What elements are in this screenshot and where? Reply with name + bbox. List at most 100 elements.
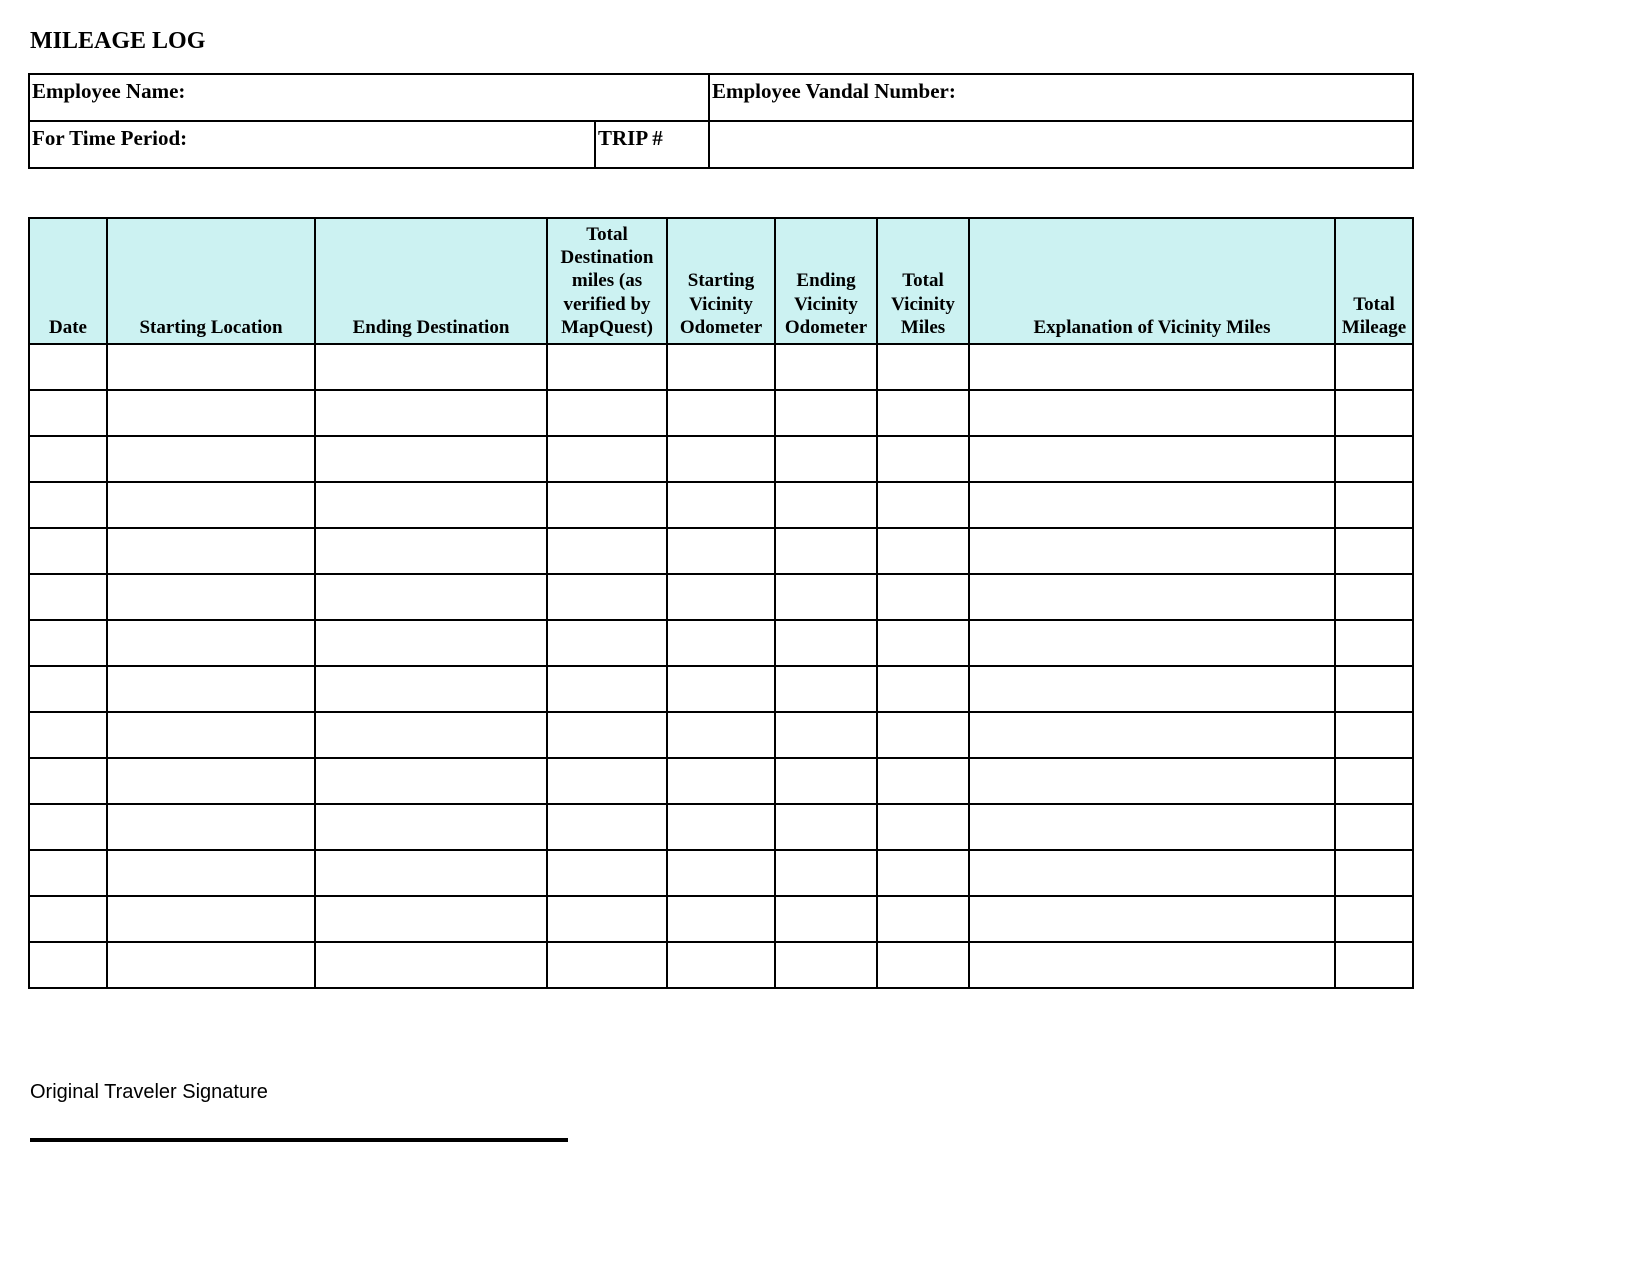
table-cell[interactable] bbox=[107, 574, 315, 620]
table-cell[interactable] bbox=[877, 390, 969, 436]
table-cell[interactable] bbox=[1335, 344, 1413, 390]
table-cell[interactable] bbox=[29, 942, 107, 988]
table-cell[interactable] bbox=[775, 528, 877, 574]
table-cell[interactable] bbox=[29, 804, 107, 850]
table-cell[interactable] bbox=[547, 482, 667, 528]
employee-name-cell-ext[interactable] bbox=[595, 74, 709, 121]
table-cell[interactable] bbox=[877, 758, 969, 804]
table-cell[interactable] bbox=[315, 804, 547, 850]
table-cell[interactable] bbox=[667, 666, 775, 712]
employee-number-cell[interactable]: Employee Vandal Number: bbox=[709, 74, 1413, 121]
table-cell[interactable] bbox=[667, 896, 775, 942]
table-cell[interactable] bbox=[315, 436, 547, 482]
table-cell[interactable] bbox=[107, 436, 315, 482]
table-cell[interactable] bbox=[667, 528, 775, 574]
table-cell[interactable] bbox=[775, 482, 877, 528]
table-cell[interactable] bbox=[29, 344, 107, 390]
table-cell[interactable] bbox=[1335, 896, 1413, 942]
table-cell[interactable] bbox=[877, 850, 969, 896]
table-cell[interactable] bbox=[969, 390, 1335, 436]
table-cell[interactable] bbox=[107, 942, 315, 988]
table-cell[interactable] bbox=[315, 390, 547, 436]
table-cell[interactable] bbox=[667, 712, 775, 758]
table-cell[interactable] bbox=[547, 942, 667, 988]
table-cell[interactable] bbox=[775, 896, 877, 942]
table-cell[interactable] bbox=[547, 436, 667, 482]
table-cell[interactable] bbox=[775, 758, 877, 804]
table-cell[interactable] bbox=[315, 666, 547, 712]
table-cell[interactable] bbox=[29, 528, 107, 574]
table-cell[interactable] bbox=[1335, 482, 1413, 528]
table-cell[interactable] bbox=[107, 666, 315, 712]
table-cell[interactable] bbox=[1335, 620, 1413, 666]
table-cell[interactable] bbox=[969, 528, 1335, 574]
table-cell[interactable] bbox=[775, 850, 877, 896]
table-cell[interactable] bbox=[1335, 390, 1413, 436]
table-cell[interactable] bbox=[547, 896, 667, 942]
table-cell[interactable] bbox=[29, 850, 107, 896]
table-cell[interactable] bbox=[969, 344, 1335, 390]
table-cell[interactable] bbox=[877, 620, 969, 666]
table-cell[interactable] bbox=[547, 344, 667, 390]
table-cell[interactable] bbox=[315, 344, 547, 390]
table-cell[interactable] bbox=[29, 896, 107, 942]
table-cell[interactable] bbox=[547, 850, 667, 896]
table-cell[interactable] bbox=[29, 758, 107, 804]
table-cell[interactable] bbox=[969, 436, 1335, 482]
table-cell[interactable] bbox=[969, 804, 1335, 850]
table-cell[interactable] bbox=[315, 758, 547, 804]
table-cell[interactable] bbox=[1335, 712, 1413, 758]
table-cell[interactable] bbox=[877, 942, 969, 988]
table-cell[interactable] bbox=[1335, 942, 1413, 988]
table-cell[interactable] bbox=[107, 758, 315, 804]
table-cell[interactable] bbox=[107, 804, 315, 850]
table-cell[interactable] bbox=[1335, 666, 1413, 712]
table-cell[interactable] bbox=[547, 804, 667, 850]
table-cell[interactable] bbox=[107, 850, 315, 896]
table-cell[interactable] bbox=[107, 390, 315, 436]
table-cell[interactable] bbox=[667, 574, 775, 620]
table-cell[interactable] bbox=[107, 896, 315, 942]
table-cell[interactable] bbox=[775, 712, 877, 758]
table-cell[interactable] bbox=[107, 344, 315, 390]
table-cell[interactable] bbox=[315, 712, 547, 758]
table-cell[interactable] bbox=[667, 758, 775, 804]
trip-number-value-cell[interactable] bbox=[709, 121, 1413, 168]
signature-line[interactable] bbox=[30, 1138, 568, 1142]
table-cell[interactable] bbox=[1335, 574, 1413, 620]
table-cell[interactable] bbox=[775, 666, 877, 712]
table-cell[interactable] bbox=[547, 758, 667, 804]
table-cell[interactable] bbox=[667, 850, 775, 896]
table-cell[interactable] bbox=[775, 390, 877, 436]
table-cell[interactable] bbox=[775, 942, 877, 988]
table-cell[interactable] bbox=[315, 482, 547, 528]
table-cell[interactable] bbox=[775, 344, 877, 390]
time-period-cell[interactable]: For Time Period: bbox=[29, 121, 595, 168]
table-cell[interactable] bbox=[315, 528, 547, 574]
table-cell[interactable] bbox=[667, 482, 775, 528]
table-cell[interactable] bbox=[315, 942, 547, 988]
table-cell[interactable] bbox=[877, 896, 969, 942]
table-cell[interactable] bbox=[29, 712, 107, 758]
table-cell[interactable] bbox=[667, 436, 775, 482]
table-cell[interactable] bbox=[29, 666, 107, 712]
table-cell[interactable] bbox=[547, 712, 667, 758]
table-cell[interactable] bbox=[667, 390, 775, 436]
table-cell[interactable] bbox=[315, 620, 547, 666]
table-cell[interactable] bbox=[877, 436, 969, 482]
table-cell[interactable] bbox=[547, 666, 667, 712]
table-cell[interactable] bbox=[29, 574, 107, 620]
table-cell[interactable] bbox=[969, 942, 1335, 988]
table-cell[interactable] bbox=[547, 574, 667, 620]
table-cell[interactable] bbox=[877, 528, 969, 574]
table-cell[interactable] bbox=[29, 390, 107, 436]
table-cell[interactable] bbox=[107, 712, 315, 758]
table-cell[interactable] bbox=[29, 482, 107, 528]
table-cell[interactable] bbox=[667, 942, 775, 988]
table-cell[interactable] bbox=[969, 712, 1335, 758]
table-cell[interactable] bbox=[1335, 758, 1413, 804]
table-cell[interactable] bbox=[667, 620, 775, 666]
table-cell[interactable] bbox=[969, 620, 1335, 666]
table-cell[interactable] bbox=[775, 804, 877, 850]
table-cell[interactable] bbox=[315, 896, 547, 942]
